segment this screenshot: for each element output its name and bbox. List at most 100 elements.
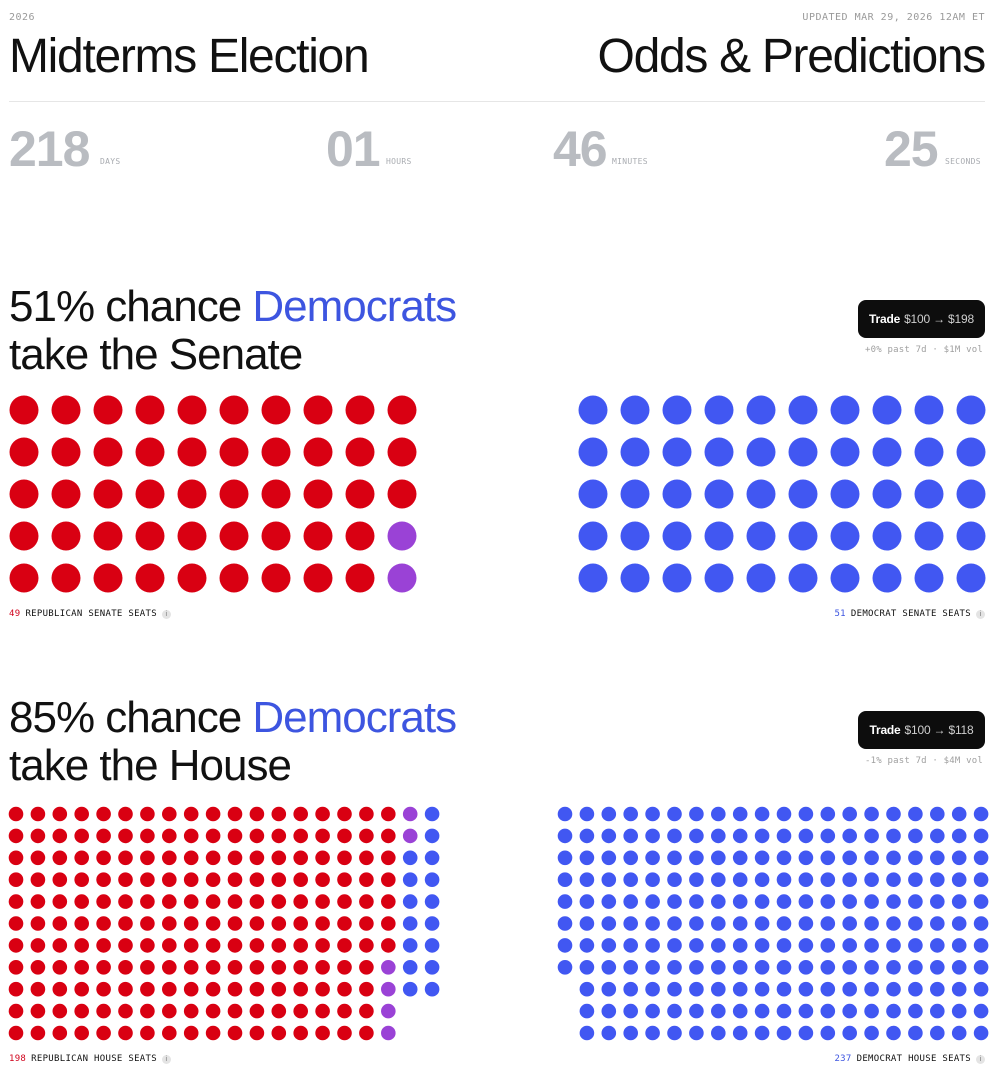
democrat-seat-dot (711, 916, 726, 931)
republican-seat-dot (337, 916, 352, 931)
republican-seat-dot (359, 938, 374, 953)
republican-seat-dot (205, 938, 221, 953)
republican-seat-dot (227, 1025, 243, 1041)
democrat-seat-dot (623, 960, 638, 975)
republican-seat-dot (30, 828, 46, 844)
republican-seat-dot (303, 563, 333, 593)
democrat-seat-dot (973, 1025, 989, 1041)
democrat-seat-dot (623, 894, 638, 909)
republican-seat-dot (249, 806, 265, 822)
info-icon[interactable]: i (161, 1054, 171, 1064)
info-icon[interactable]: i (161, 609, 171, 619)
democrat-seat-dot (830, 437, 860, 467)
democrat-seat-dot (776, 981, 792, 997)
democrat-seat-dot (886, 981, 901, 997)
republican-seat-dot (52, 938, 68, 953)
republican-seat-dot (9, 395, 39, 425)
democrat-seat-dot (579, 981, 595, 997)
democrat-seat-dot (798, 806, 814, 822)
republican-seat-dot (293, 872, 309, 887)
republican-seat-dot (183, 916, 199, 931)
countdown-days: 218 (9, 121, 90, 177)
democrat-seat-dot (872, 395, 902, 425)
democrat-seat-dot (830, 479, 860, 509)
democrat-seat-dot (842, 916, 857, 931)
info-icon[interactable]: i (976, 1054, 985, 1064)
republican-seat-dot (52, 1003, 68, 1019)
republican-seat-dot (303, 479, 333, 509)
democrat-seat-dot (788, 521, 818, 551)
republican-seat-dot (359, 850, 374, 866)
republican-seat-dot (227, 916, 243, 931)
senate-republican-label: 49 REPUBLICAN SENATE SEATS i (9, 609, 171, 619)
democrat-seat-dot (601, 872, 617, 887)
democrat-seat-dot (864, 1003, 879, 1019)
democrat-seat-dot (951, 1003, 967, 1019)
republican-seat-dot (219, 395, 249, 425)
democrat-seat-dot (973, 806, 989, 822)
democrat-seat-dot (798, 938, 814, 953)
democrat-seat-dot (842, 872, 857, 887)
senate-headline-chance: 51% chance (9, 282, 253, 331)
democrat-seat-dot (914, 521, 944, 551)
democrat-seat-dot (689, 894, 704, 909)
republican-seat-dot (8, 872, 24, 887)
republican-seat-dot (52, 1025, 68, 1041)
democrat-seat-dot (820, 981, 836, 997)
house-seat-chart (8, 806, 989, 1041)
democrat-seat-dot (645, 981, 660, 997)
democrat-seat-dot (820, 916, 836, 931)
democrat-seat-dot (951, 872, 967, 887)
democrat-seat-dot (886, 960, 901, 975)
democrat-seat-dot (864, 916, 879, 931)
republican-seat-dot (96, 850, 111, 866)
house-headline-party: Democrats (252, 693, 457, 742)
republican-seat-dot (140, 850, 155, 866)
democrat-seat-dot (776, 872, 792, 887)
countdown-seconds: 25 (884, 121, 939, 177)
republican-seat-dot (359, 872, 374, 887)
democrat-seat-dot (579, 1025, 595, 1041)
democrat-seat-dot (667, 938, 682, 953)
democrat-seat-dot (704, 521, 734, 551)
democrat-seat-dot (798, 872, 814, 887)
republican-seat-dot (315, 850, 330, 866)
republican-seat-dot (8, 1003, 24, 1019)
republican-seat-dot (118, 850, 133, 866)
republican-seat-dot (140, 1003, 155, 1019)
republican-seat-dot (381, 938, 396, 953)
democrat-seat-dot (973, 1003, 989, 1019)
republican-seat-dot (30, 806, 46, 822)
republican-seat-dot (96, 1025, 111, 1041)
democrat-seat-dot (424, 828, 440, 844)
republican-seat-dot (381, 828, 396, 844)
democrat-seat-dot (908, 1003, 923, 1019)
democrat-seat-dot (930, 850, 945, 866)
republican-seat-dot (74, 872, 89, 887)
democrat-seat-dot (711, 1003, 726, 1019)
democrat-seat-dot (842, 850, 857, 866)
senate-trade-button[interactable]: Trade $100 → $198 (858, 300, 985, 338)
republican-seat-dot (249, 1025, 265, 1041)
democrat-seat-dot (754, 872, 770, 887)
democrat-seat-dot (830, 395, 860, 425)
republican-seat-dot (271, 1003, 287, 1019)
democrat-seat-dot (662, 521, 692, 551)
republican-seat-dot (345, 563, 375, 593)
house-headline-suffix: take the House (9, 741, 292, 790)
democrat-seat-dot (601, 828, 617, 844)
republican-seat-dot (30, 850, 46, 866)
democrat-seat-dot (746, 479, 776, 509)
republican-seat-dot (8, 981, 24, 997)
republican-seat-dot (51, 479, 81, 509)
house-trade-button[interactable]: Trade $100 → $118 (858, 711, 985, 749)
republican-seat-dot (293, 1025, 309, 1041)
democrat-seat-dot (842, 960, 857, 975)
democrat-seat-dot (820, 806, 836, 822)
democrat-seat-dot (424, 916, 440, 931)
democrat-seat-dot (746, 563, 776, 593)
house-headline: 85% chance Democrats take the House (9, 693, 457, 790)
info-icon[interactable]: i (976, 609, 985, 619)
republican-seat-dot (183, 1003, 199, 1019)
democrat-seat-dot (798, 916, 814, 931)
